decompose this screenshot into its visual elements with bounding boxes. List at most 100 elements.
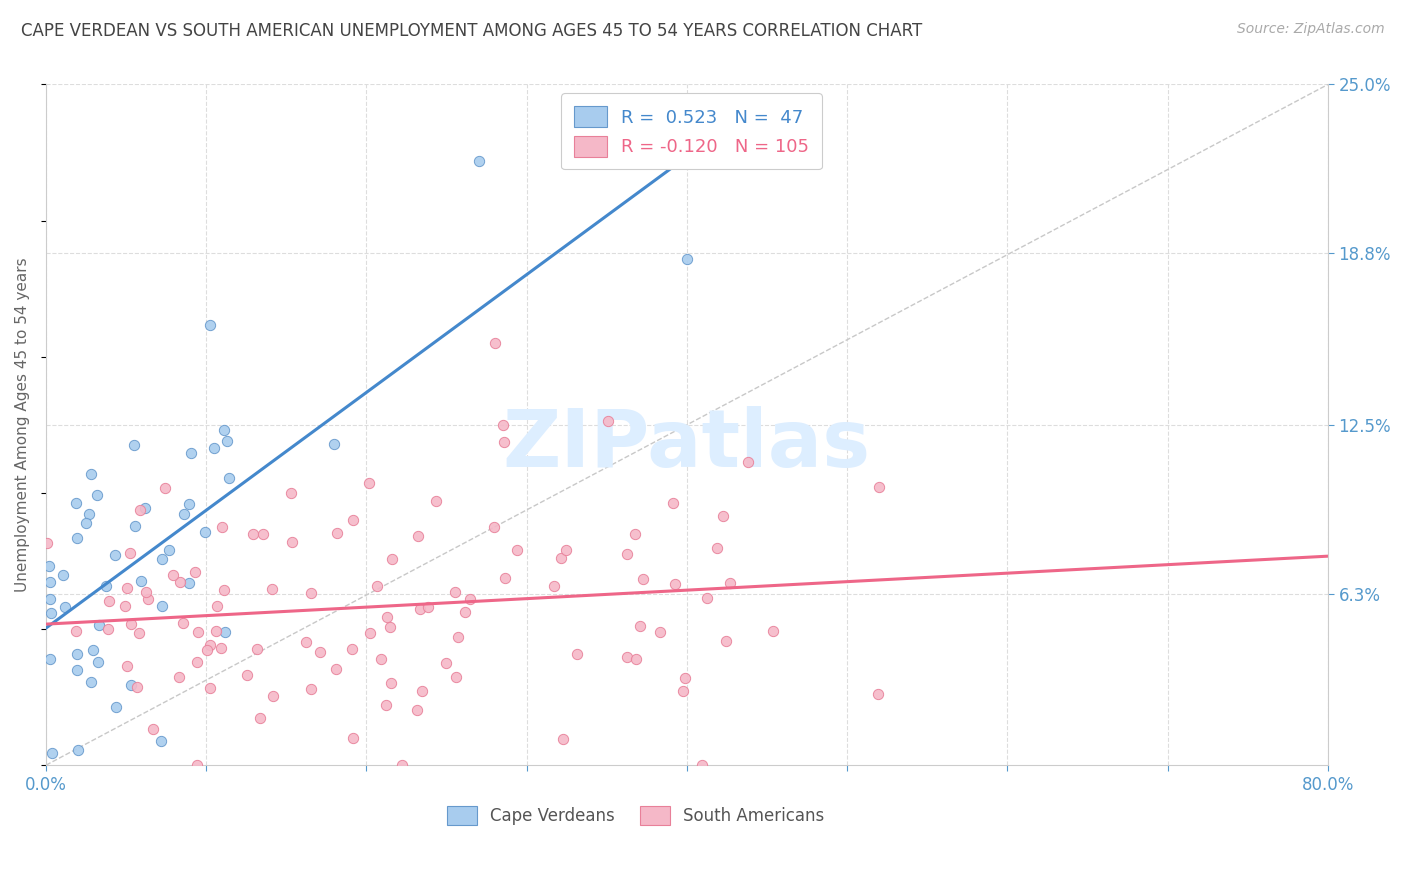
Point — [117, 659, 139, 673]
Point — [616, 547, 638, 561]
Point — [299, 586, 322, 600]
Point — [308, 645, 330, 659]
Point — [406, 703, 429, 717]
Point — [198, 638, 221, 652]
Point — [134, 501, 156, 516]
Point — [212, 582, 235, 597]
Point — [359, 626, 381, 640]
Point — [173, 507, 195, 521]
Point — [492, 417, 515, 432]
Legend: Cape Verdeans, South Americans: Cape Verdeans, South Americans — [440, 799, 831, 831]
Point — [211, 520, 233, 534]
Point — [150, 551, 173, 566]
Point — [458, 591, 481, 606]
Point — [418, 600, 440, 615]
Point — [342, 642, 364, 657]
Point — [506, 543, 529, 558]
Point — [142, 722, 165, 736]
Point — [187, 625, 209, 640]
Point — [252, 527, 274, 541]
Point — [236, 668, 259, 682]
Text: Source: ZipAtlas.com: Source: ZipAtlas.com — [1237, 22, 1385, 37]
Point — [153, 482, 176, 496]
Text: ZIPatlas: ZIPatlas — [503, 406, 872, 484]
Point — [737, 455, 759, 469]
Point — [209, 641, 232, 656]
Point — [82, 643, 104, 657]
Point — [616, 649, 638, 664]
Point — [711, 508, 734, 523]
Point — [482, 520, 505, 534]
Point — [409, 602, 432, 616]
Point — [434, 657, 457, 671]
Point — [38, 558, 60, 573]
Point — [195, 642, 218, 657]
Point — [128, 626, 150, 640]
Point — [104, 549, 127, 563]
Point — [65, 496, 87, 510]
Point — [454, 605, 477, 619]
Point — [87, 655, 110, 669]
Point — [484, 336, 506, 351]
Point — [162, 567, 184, 582]
Point — [374, 698, 396, 712]
Point — [89, 617, 111, 632]
Point — [662, 496, 685, 510]
Point — [718, 576, 741, 591]
Point — [184, 566, 207, 580]
Y-axis label: Unemployment Among Ages 45 to 54 years: Unemployment Among Ages 45 to 54 years — [15, 258, 30, 592]
Point — [249, 711, 271, 725]
Point — [66, 647, 89, 661]
Point — [444, 585, 467, 599]
Point — [299, 681, 322, 696]
Point — [543, 579, 565, 593]
Point — [868, 480, 890, 494]
Point — [357, 476, 380, 491]
Point — [35, 536, 58, 550]
Point — [204, 624, 226, 639]
Point — [179, 576, 201, 591]
Point — [51, 567, 73, 582]
Point — [553, 732, 575, 747]
Point — [114, 599, 136, 613]
Point — [325, 526, 347, 541]
Point — [342, 731, 364, 745]
Point — [280, 486, 302, 500]
Text: CAPE VERDEAN VS SOUTH AMERICAN UNEMPLOYMENT AMONG AGES 45 TO 54 YEARS CORRELATIO: CAPE VERDEAN VS SOUTH AMERICAN UNEMPLOYM… — [21, 22, 922, 40]
Point — [96, 622, 118, 636]
Point — [120, 617, 142, 632]
Point — [214, 624, 236, 639]
Point — [129, 574, 152, 588]
Point — [198, 681, 221, 695]
Point — [676, 252, 699, 266]
Point — [325, 662, 347, 676]
Point — [242, 526, 264, 541]
Point — [120, 678, 142, 692]
Point — [323, 437, 346, 451]
Point — [664, 576, 686, 591]
Point — [66, 531, 89, 545]
Point — [447, 630, 470, 644]
Point — [169, 575, 191, 590]
Point — [714, 634, 737, 648]
Point — [118, 545, 141, 559]
Point — [690, 758, 713, 772]
Point — [172, 615, 194, 630]
Point — [696, 591, 718, 605]
Point — [411, 684, 433, 698]
Point — [122, 437, 145, 451]
Point — [38, 591, 60, 606]
Point — [80, 467, 103, 481]
Point — [672, 683, 695, 698]
Point — [624, 651, 647, 665]
Point — [135, 585, 157, 599]
Point — [214, 424, 236, 438]
Point — [596, 414, 619, 428]
Point — [628, 619, 651, 633]
Point — [96, 579, 118, 593]
Point — [295, 635, 318, 649]
Point — [762, 624, 785, 639]
Point — [342, 513, 364, 527]
Point — [380, 676, 402, 690]
Point — [467, 153, 489, 168]
